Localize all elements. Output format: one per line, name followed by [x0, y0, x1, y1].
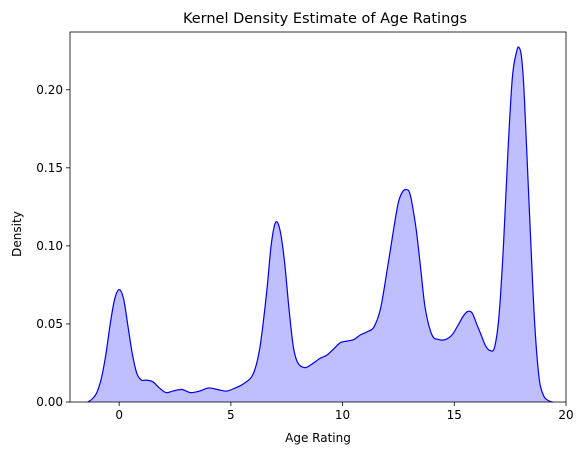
- density-area: [87, 46, 553, 403]
- x-tick-label: 15: [447, 408, 462, 422]
- axes-frame: [69, 31, 567, 403]
- chart-title: Kernel Density Estimate of Age Ratings: [183, 11, 467, 27]
- density-line: [87, 46, 553, 403]
- y-tick-label: 0.15: [36, 161, 63, 175]
- y-tick-label: 0.05: [36, 317, 63, 331]
- y-tick-label: 0.20: [36, 83, 63, 97]
- x-tick-label: 5: [227, 408, 235, 422]
- y-tick-label: 0.10: [36, 239, 63, 253]
- x-tick-label: 10: [335, 408, 350, 422]
- axes: 0 5 10 15 20 0.00 0.05 0.10 0.15 0.20: [36, 31, 574, 422]
- x-axis-label: Age Rating: [285, 431, 351, 445]
- y-tick-label: 0.00: [36, 395, 63, 409]
- y-axis-label: Density: [10, 211, 24, 257]
- plot-area: [87, 46, 553, 403]
- x-tick-label: 20: [558, 408, 573, 422]
- x-tick-label: 0: [115, 408, 123, 422]
